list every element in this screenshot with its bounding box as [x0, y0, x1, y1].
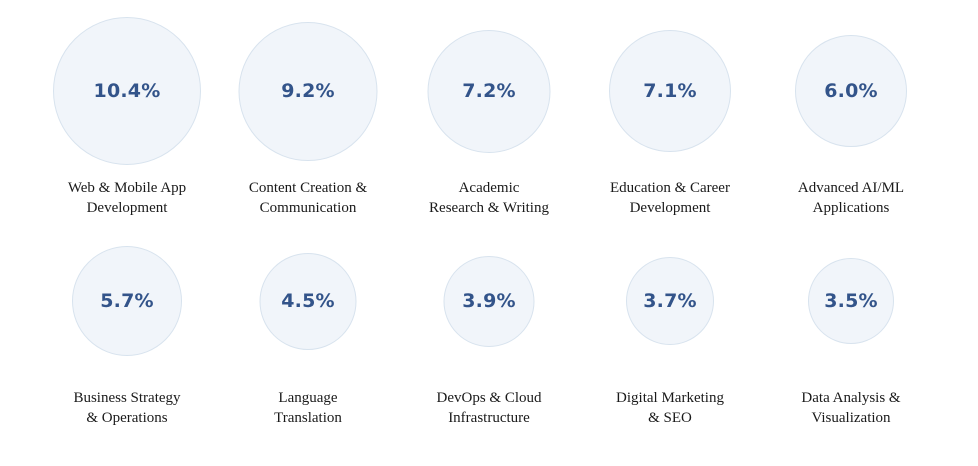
value-label: 3.9%	[462, 290, 516, 312]
category-label-line: Education & Career	[610, 180, 730, 196]
value-label: 7.2%	[462, 80, 516, 102]
bubble-item: 3.5% Data Analysis & Visualization	[761, 210, 941, 443]
bubble-item: 4.5% Language Translation	[218, 210, 398, 443]
bubble-item: 3.7% Digital Marketing & SEO	[580, 210, 760, 443]
category-label: Web & Mobile App Development	[37, 178, 217, 218]
category-label: Content Creation & Communication	[218, 178, 398, 218]
category-label-line: DevOps & Cloud	[436, 390, 542, 406]
value-label: 9.2%	[281, 80, 335, 102]
category-label-line: Content Creation &	[248, 180, 368, 196]
value-label: 3.5%	[824, 290, 878, 312]
value-bubble: 4.5%	[259, 252, 357, 350]
category-label-line: Translation	[274, 410, 342, 426]
category-label: Data Analysis & Visualization	[761, 388, 941, 428]
value-bubble: 9.2%	[238, 21, 378, 161]
value-bubble: 7.2%	[427, 29, 551, 153]
bubble-item: 10.4% Web & Mobile App Development	[37, 0, 217, 233]
category-label-line: Business Strategy	[73, 390, 181, 406]
category-label: Advanced AI/ML Applications	[761, 178, 941, 218]
category-label-line: Web & Mobile App	[67, 180, 187, 196]
value-bubble: 10.4%	[53, 17, 201, 165]
category-label-line: Applications	[812, 200, 890, 216]
value-label: 4.5%	[281, 290, 335, 312]
category-label-line: Development	[629, 200, 711, 216]
category-label: Language Translation	[218, 388, 398, 428]
value-bubble: 7.1%	[609, 30, 731, 152]
value-label: 5.7%	[100, 290, 154, 312]
category-label-line: Communication	[259, 200, 357, 216]
category-label: Business Strategy & Operations	[37, 388, 217, 428]
value-bubble: 3.5%	[808, 258, 894, 344]
category-label: Academic Research & Writing	[399, 178, 579, 218]
value-bubble: 6.0%	[795, 35, 907, 147]
category-label-line: Data Analysis &	[801, 390, 901, 406]
category-label: Education & Career Development	[580, 178, 760, 218]
category-label-line: Academic	[458, 180, 520, 196]
category-label-line: Language	[278, 390, 338, 406]
category-label-line: Development	[86, 200, 168, 216]
bubble-item: 7.2% Academic Research & Writing	[399, 0, 579, 233]
value-label: 3.7%	[643, 290, 697, 312]
bubble-item: 3.9% DevOps & Cloud Infrastructure	[399, 210, 579, 443]
category-label-line: Infrastructure	[448, 410, 530, 426]
category-label-line: Visualization	[811, 410, 891, 426]
value-label: 10.4%	[93, 80, 161, 102]
bubble-item: 5.7% Business Strategy & Operations	[37, 210, 217, 443]
bubble-chart: 10.4% Web & Mobile App Development 9.2% Cont…	[37, 0, 941, 466]
category-label-line: Advanced AI/ML	[797, 180, 905, 196]
bubble-item: 9.2% Content Creation & Communication	[218, 0, 398, 233]
category-label-line: Research & Writing	[429, 200, 549, 216]
value-bubble: 3.9%	[443, 255, 535, 347]
value-label: 6.0%	[824, 80, 878, 102]
category-label-line: & SEO	[648, 410, 692, 426]
bubble-item: 6.0% Advanced AI/ML Applications	[761, 0, 941, 233]
category-label: DevOps & Cloud Infrastructure	[399, 388, 579, 428]
category-label: Digital Marketing & SEO	[580, 388, 760, 428]
value-bubble: 5.7%	[72, 246, 182, 356]
category-label-line: & Operations	[86, 410, 168, 426]
category-label-line: Digital Marketing	[616, 390, 724, 406]
bubble-item: 7.1% Education & Career Development	[580, 0, 760, 233]
value-bubble: 3.7%	[626, 257, 714, 345]
value-label: 7.1%	[643, 80, 697, 102]
